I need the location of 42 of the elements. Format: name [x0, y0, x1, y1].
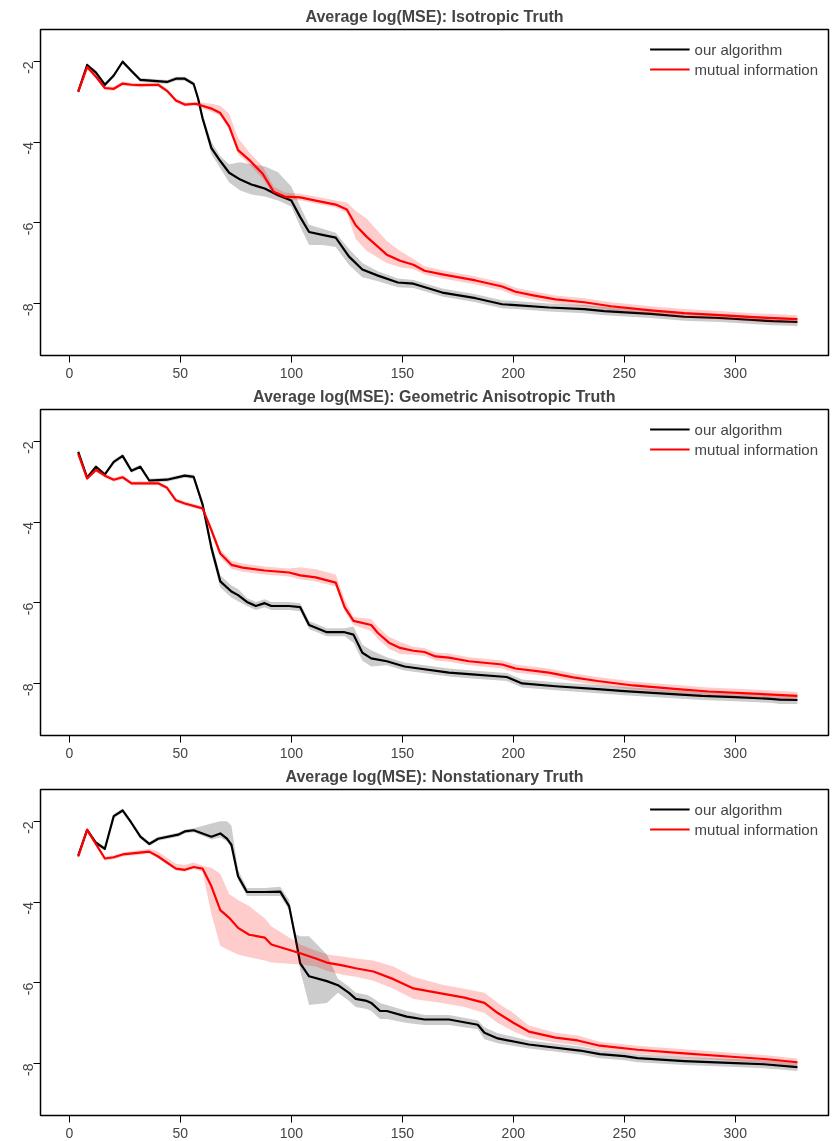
y-tick-label: -8 [20, 1063, 37, 1076]
y-tick-label: -4 [20, 141, 37, 155]
x-tick-label: 100 [279, 744, 304, 761]
y-tick-label: -8 [20, 303, 37, 316]
x-tick-label: 200 [501, 364, 526, 381]
x-tick-label: 250 [612, 1124, 637, 1141]
y-tick-label: -6 [20, 602, 37, 616]
x-tick-label: 250 [612, 744, 637, 761]
legend-label: mutual information [694, 820, 818, 838]
y-tick-label: -2 [20, 821, 37, 834]
y-tick-label: -2 [20, 61, 37, 74]
legend-label: our algorithm [694, 800, 783, 818]
x-tick-label: 100 [279, 364, 304, 381]
x-tick-label: 0 [65, 1124, 74, 1141]
x-tick-label: 0 [65, 364, 74, 381]
x-tick-label: 150 [390, 364, 415, 381]
x-tick-label: 300 [723, 364, 748, 381]
x-tick-label: 300 [723, 744, 748, 761]
y-tick-label: -8 [20, 683, 37, 696]
legend-label: our algorithm [694, 420, 783, 438]
x-tick-label: 150 [390, 1124, 415, 1141]
x-tick-label: 100 [279, 1124, 304, 1141]
x-tick-label: 150 [390, 744, 415, 761]
y-tick-label: -6 [20, 222, 37, 236]
chart-title: Average log(MSE): Geometric Anisotropic Truth [253, 387, 616, 405]
x-tick-label: 200 [501, 1124, 526, 1141]
chart-title: Average log(MSE): Isotropic Truth [305, 7, 564, 25]
legend-label: mutual information [694, 440, 818, 458]
x-tick-label: 300 [723, 1124, 748, 1141]
chart-title: Average log(MSE): Nonstationary Truth [285, 767, 584, 785]
x-tick-label: 0 [65, 744, 74, 761]
legend-label: our algorithm [694, 40, 783, 58]
y-tick-label: -6 [20, 982, 37, 996]
x-tick-label: 250 [612, 364, 637, 381]
y-tick-label: -4 [20, 901, 37, 915]
x-tick-label: 200 [501, 744, 526, 761]
x-tick-label: 50 [172, 1124, 189, 1141]
x-tick-label: 50 [172, 364, 189, 381]
y-tick-label: -4 [20, 521, 37, 535]
x-tick-label: 50 [172, 744, 189, 761]
y-tick-label: -2 [20, 441, 37, 454]
legend-label: mutual information [694, 60, 818, 78]
